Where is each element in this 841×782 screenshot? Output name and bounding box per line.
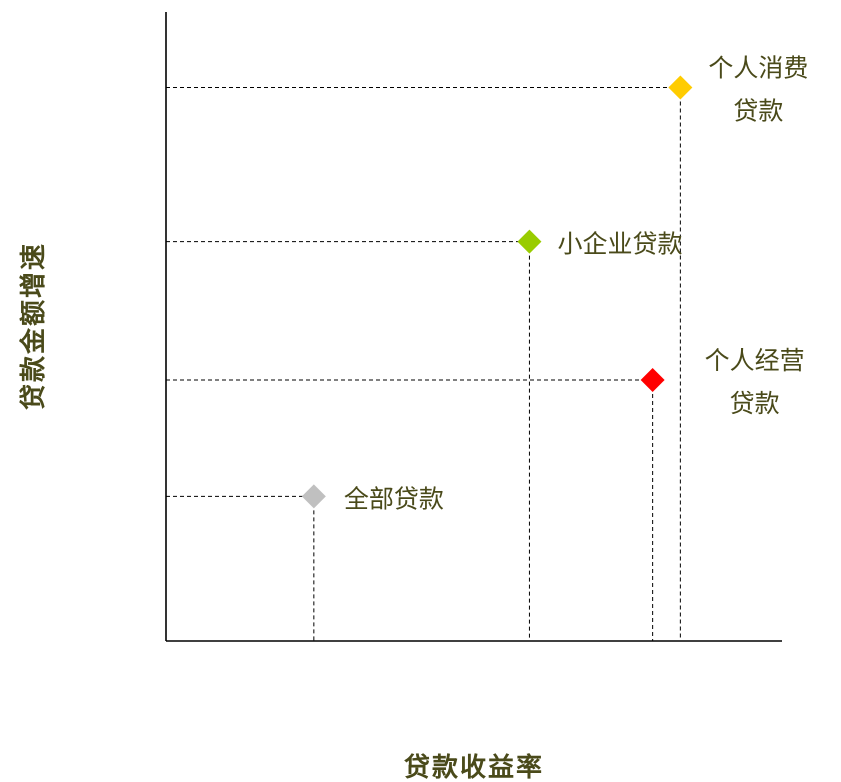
- y-axis-title: 贷款金额增速: [18, 242, 49, 410]
- point-label-2: 个人经营贷款: [705, 346, 805, 418]
- data-point-3: [668, 75, 693, 100]
- data-points: [301, 75, 693, 509]
- point-label-0: 全部贷款: [344, 484, 444, 513]
- point-label-3: 个人消费贷款: [708, 53, 808, 125]
- data-point-0: [301, 484, 326, 509]
- data-point-1: [517, 229, 542, 254]
- x-axis-title: 贷款收益率: [404, 752, 544, 782]
- point-label-1: 小企业贷款: [557, 230, 682, 259]
- data-point-2: [640, 367, 665, 392]
- axes: [165, 12, 782, 642]
- guide-lines: [166, 86, 681, 641]
